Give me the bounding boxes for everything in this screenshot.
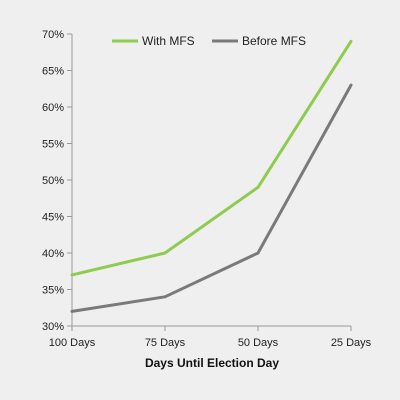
axes xyxy=(67,33,352,331)
x-tick-label: 100 Days xyxy=(49,337,96,349)
x-axis-title: Days Until Election Day xyxy=(145,356,279,370)
series-line-1 xyxy=(70,83,353,313)
y-tick-label: 40% xyxy=(42,248,64,260)
y-tick-label: 30% xyxy=(42,321,64,333)
y-tick-label: 60% xyxy=(42,102,64,114)
y-tick-label: 50% xyxy=(42,175,64,187)
y-tick-label: 55% xyxy=(42,139,64,151)
legend: With MFS Before MFS xyxy=(112,34,306,48)
y-tick-label: 65% xyxy=(42,66,64,78)
y-tick-label: 35% xyxy=(42,285,64,297)
x-tick-label: 25 Days xyxy=(331,337,372,349)
series-line-0 xyxy=(70,39,353,277)
x-tick-labels: 100 Days 75 Days 50 Days 25 Days xyxy=(49,337,372,349)
legend-label: With MFS xyxy=(142,34,195,48)
legend-label: Before MFS xyxy=(242,34,306,48)
x-tick-label: 50 Days xyxy=(238,337,279,349)
y-tick-label: 45% xyxy=(42,212,64,224)
y-tick-label: 70% xyxy=(42,29,64,41)
series-lines xyxy=(70,39,353,313)
x-tick-label: 75 Days xyxy=(145,337,186,349)
y-tick-labels: 30% 35% 40% 45% 50% 55% 60% 65% 70% xyxy=(42,29,64,333)
